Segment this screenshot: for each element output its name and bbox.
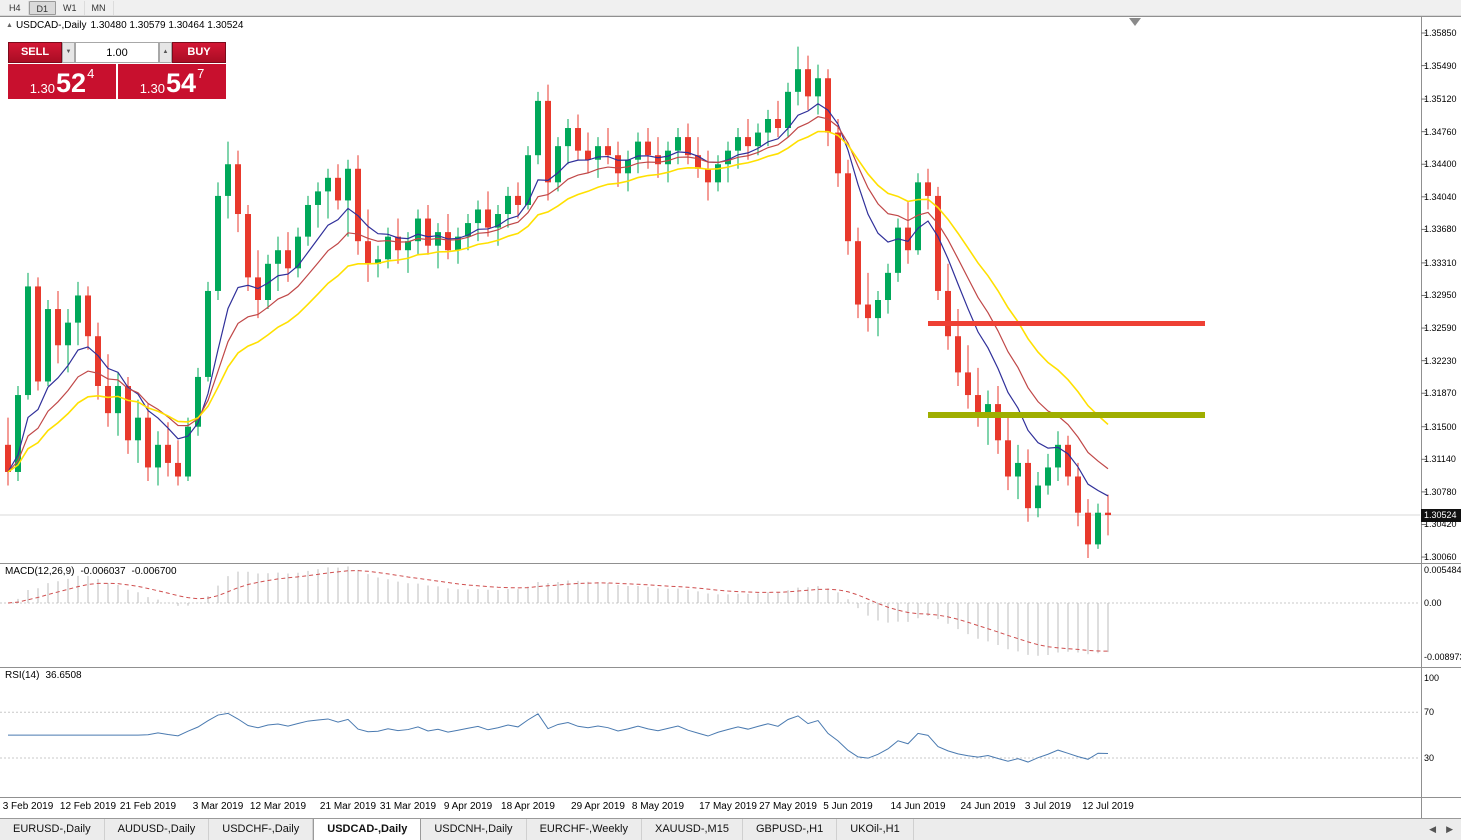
ma-mid-line xyxy=(7,116,1109,473)
buy-button[interactable]: BUY xyxy=(172,42,226,63)
timeframe-toolbar: H4 D1 W1 MN xyxy=(0,0,1461,16)
date-axis-label: 17 May 2019 xyxy=(699,801,757,812)
ma-fast-line xyxy=(7,103,1109,497)
buy-price-point: 7 xyxy=(197,66,205,81)
buy-price-pips: 54 xyxy=(166,68,197,98)
price-scale-label: 1.30060 xyxy=(1424,552,1457,563)
macd-scale-label: 0.00 xyxy=(1424,598,1442,608)
rsi-scale-label: 30 xyxy=(1424,753,1435,763)
sell-button[interactable]: SELL xyxy=(8,42,62,63)
price-scale-label: 1.33310 xyxy=(1424,257,1457,268)
volume-decrease-button[interactable]: ▼ xyxy=(62,42,75,63)
date-axis-label: 5 Jun 2019 xyxy=(823,801,873,812)
price-scale-label: 1.34040 xyxy=(1424,191,1457,202)
trade-controls-row: SELL ▼ ▲ BUY xyxy=(8,42,226,63)
ma-slow-line xyxy=(7,130,1109,473)
chart-tab[interactable]: AUDUSD-,Daily xyxy=(104,819,210,840)
date-axis-label: 3 Mar 2019 xyxy=(192,801,244,812)
chart-tab[interactable]: EURCHF-,Weekly xyxy=(526,819,642,840)
date-axis-label: 12 Mar 2019 xyxy=(249,801,307,812)
chart-tab[interactable]: USDCNH-,Daily xyxy=(421,819,527,840)
price-scale-label: 1.34760 xyxy=(1424,126,1457,137)
price-scale-label: 1.33680 xyxy=(1424,224,1457,235)
rsi-value: 36.6508 xyxy=(45,670,82,681)
rsi-scale-label: 100 xyxy=(1424,673,1440,683)
date-axis-label: 12 Jul 2019 xyxy=(1082,801,1134,812)
price-scale-label: 1.31140 xyxy=(1424,454,1456,465)
date-axis-label: 9 Apr 2019 xyxy=(443,801,493,812)
chart-tab[interactable]: GBPUSD-,H1 xyxy=(742,819,838,840)
one-click-trading-panel: SELL ▼ ▲ BUY 1.30 52 4 1.30 54 7 xyxy=(8,42,226,99)
sell-price-point: 4 xyxy=(87,66,95,81)
macd-name: MACD(12,26,9) xyxy=(5,566,75,577)
rsi-indicator-label: RSI(14) 36.6508 xyxy=(5,670,82,681)
tabs-scroll-right-button[interactable]: ▶ xyxy=(1446,824,1453,834)
date-axis-label: 21 Mar 2019 xyxy=(319,801,377,812)
tabs-scroll-left-button[interactable]: ◀ xyxy=(1429,824,1437,834)
date-axis-label: 3 Feb 2019 xyxy=(2,801,54,812)
price-scale-label: 1.32590 xyxy=(1424,323,1457,334)
timeframe-button-mn[interactable]: MN xyxy=(85,0,114,15)
volume-input[interactable] xyxy=(75,42,159,63)
price-scale-label: 1.34400 xyxy=(1424,159,1457,170)
current-price-badge: 1.30524 xyxy=(1421,509,1461,523)
macd-indicator-label: MACD(12,26,9) -0.006037 -0.006700 xyxy=(5,566,177,577)
chart-title-ohlc: 1.30480 1.30579 1.30464 1.30524 xyxy=(90,20,244,31)
macd-signal-value: -0.006700 xyxy=(131,566,177,577)
timeframe-button-h4[interactable]: H4 xyxy=(2,0,29,15)
chart-tabs: EURUSD-,Daily AUDUSD-,Daily USDCHF-,Daily U… xyxy=(0,819,914,840)
price-scale-label: 1.35120 xyxy=(1424,94,1457,105)
price-scale-label: 1.30420 xyxy=(1424,519,1457,530)
buy-price-figure: 1.30 xyxy=(139,81,166,96)
chart-tab[interactable]: UKOil-,H1 xyxy=(837,819,914,840)
date-axis-label: 21 Feb 2019 xyxy=(119,801,177,812)
price-scale-label: 1.31870 xyxy=(1424,388,1457,399)
date-axis-label: 31 Mar 2019 xyxy=(379,801,437,812)
date-axis-label: 12 Feb 2019 xyxy=(59,801,117,812)
date-axis-label: 3 Jul 2019 xyxy=(1024,801,1072,812)
date-axis-label: 8 May 2019 xyxy=(631,801,685,812)
rsi-line xyxy=(8,712,1109,763)
price-scale-label: 1.35490 xyxy=(1424,60,1457,71)
date-axis-label: 24 Jun 2019 xyxy=(960,801,1016,812)
date-axis-label: 18 Apr 2019 xyxy=(501,801,555,812)
candles xyxy=(5,46,1111,558)
collapse-arrow-icon[interactable]: ▲ xyxy=(6,22,13,29)
chart-tab[interactable]: EURUSD-,Daily xyxy=(0,819,105,840)
sell-price-figure: 1.30 xyxy=(29,81,56,96)
chart-tabs-bar: EURUSD-,Daily AUDUSD-,Daily USDCHF-,Daily U… xyxy=(0,818,1461,840)
price-scale-label: 1.32950 xyxy=(1424,290,1457,301)
price-scale-label: 1.31500 xyxy=(1424,421,1457,432)
date-axis-label: 29 Apr 2019 xyxy=(571,801,625,812)
macd-scale-label: 0.005484 xyxy=(1424,564,1461,575)
macd-main-value: -0.006037 xyxy=(80,566,126,577)
chart-tab[interactable]: USDCAD-,Daily xyxy=(313,819,422,840)
chart-tab[interactable]: USDCHF-,Daily xyxy=(209,819,314,840)
timeframe-button-w1[interactable]: W1 xyxy=(56,0,85,15)
rsi-name: RSI(14) xyxy=(5,670,40,681)
macd-scale-label: -0.008973 xyxy=(1424,652,1461,663)
price-scale-label: 1.30780 xyxy=(1424,486,1457,497)
trade-prices-row: 1.30 52 4 1.30 54 7 xyxy=(8,64,226,99)
sell-price-pips: 52 xyxy=(56,68,87,98)
volume-increase-button[interactable]: ▲ xyxy=(159,42,172,63)
chart-title: ▲ USDCAD-,Daily 1.30480 1.30579 1.30464 1.… xyxy=(6,20,247,31)
price-scale-label: 1.32230 xyxy=(1424,355,1457,366)
sell-price-display[interactable]: 1.30 52 4 xyxy=(8,64,116,99)
price-scale-label: 1.35850 xyxy=(1424,28,1457,38)
timeframe-button-d1[interactable]: D1 xyxy=(28,0,57,15)
date-axis-label: 14 Jun 2019 xyxy=(890,801,946,812)
chart-shift-marker-icon[interactable] xyxy=(1129,18,1141,26)
chart-tab[interactable]: XAUUSD-,M15 xyxy=(641,819,743,840)
date-axis-label: 27 May 2019 xyxy=(759,801,817,812)
chart-title-symbol: USDCAD-,Daily xyxy=(15,20,87,31)
buy-price-display[interactable]: 1.30 54 7 xyxy=(118,64,226,99)
tab-scroll-arrows: ◀ ▶ xyxy=(1429,819,1461,840)
rsi-scale-label: 70 xyxy=(1424,707,1435,718)
